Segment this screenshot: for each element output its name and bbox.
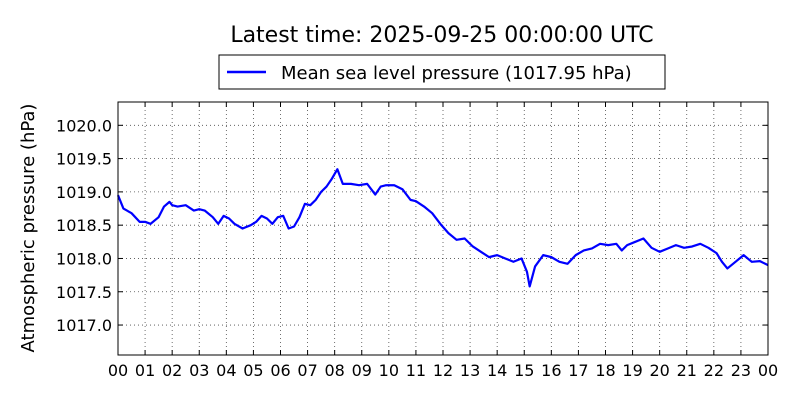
x-tick-label: 01	[135, 361, 155, 380]
x-tick-label: 16	[541, 361, 561, 380]
x-tick-label: 12	[433, 361, 453, 380]
y-tick-label: 1019.5	[56, 150, 112, 169]
y-axis-label: Atmospheric pressure (hPa)	[18, 104, 39, 353]
x-tick-label: 00	[758, 361, 778, 380]
legend: Mean sea level pressure (1017.95 hPa)	[218, 54, 666, 90]
chart-title: Latest time: 2025-09-25 00:00:00 UTC	[230, 23, 653, 48]
x-tick-label: 21	[677, 361, 697, 380]
x-tick-label: 17	[568, 361, 588, 380]
x-tick-label: 04	[216, 361, 236, 380]
x-tick-label: 02	[162, 361, 182, 380]
x-tick-label: 19	[622, 361, 642, 380]
y-tick-label: 1017.5	[56, 283, 112, 302]
y-tick-label: 1018.5	[56, 216, 112, 235]
y-tick-label: 1020.0	[56, 116, 112, 135]
y-tick-label: 1017.0	[56, 316, 112, 335]
x-tick-label: 18	[595, 361, 615, 380]
x-tick-label: 20	[649, 361, 669, 380]
x-tick-label: 10	[379, 361, 399, 380]
x-tick-label: 06	[270, 361, 290, 380]
x-tick-label: 23	[731, 361, 751, 380]
x-tick-label: 03	[189, 361, 209, 380]
x-tick-label: 00	[108, 361, 128, 380]
y-tick-label: 1018.0	[56, 249, 112, 268]
x-tick-label: 09	[352, 361, 372, 380]
y-axis-ticks: 1017.0 1017.5 1018.0 1018.5 1019.0 1019.5 1020…	[56, 116, 768, 335]
y-tick-label: 1019.0	[56, 183, 112, 202]
data-layer	[116, 168, 769, 288]
x-tick-label: 05	[243, 361, 263, 380]
x-tick-label: 22	[704, 361, 724, 380]
x-tick-label: 07	[297, 361, 317, 380]
x-tick-label: 15	[514, 361, 534, 380]
grid-layer	[118, 102, 768, 355]
legend-box	[218, 54, 666, 90]
x-tick-label: 08	[324, 361, 344, 380]
x-tick-label: 14	[487, 361, 507, 380]
series-line	[116, 168, 769, 288]
x-tick-label: 11	[406, 361, 426, 380]
legend-entry-label: Mean sea level pressure (1017.95 hPa)	[281, 63, 632, 84]
x-axis-ticks: 00 01 02 03 04 05 06 07 08 09 10 11 12 13 14 15 16 17 18 19…	[108, 102, 778, 380]
x-tick-label: 13	[460, 361, 480, 380]
